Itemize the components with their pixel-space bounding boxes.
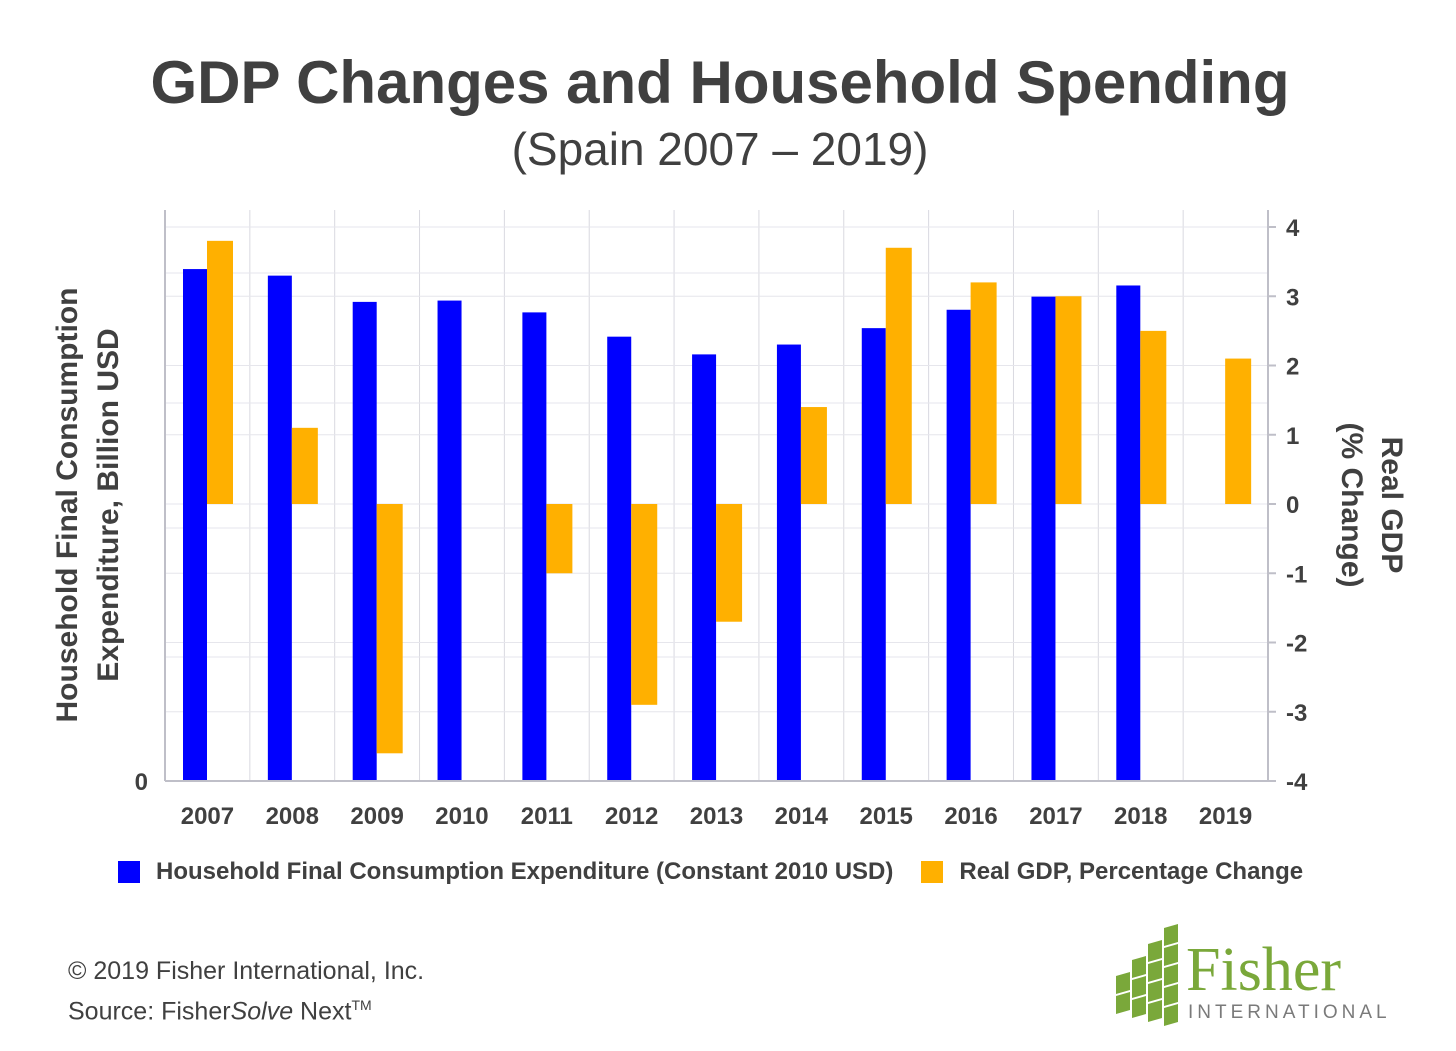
x-tick-label: 2008 [266, 803, 319, 830]
fisher-logo: Fisher INTERNATIONAL [1116, 924, 1391, 1026]
bar-gdp-2015 [885, 247, 912, 504]
x-tick-label: 2010 [435, 803, 488, 830]
chart-subtitle: (Spain 2007 – 2019) [511, 123, 929, 175]
bar-household-2009 [352, 301, 377, 781]
right-tick-label: 1 [1286, 423, 1299, 450]
bar-gdp-2013 [716, 504, 743, 622]
left-axis-label-line1: Household Final Consumption [51, 288, 84, 723]
bar-household-2018 [1116, 285, 1141, 781]
logo-sub: INTERNATIONAL [1188, 1002, 1391, 1023]
legend: Household Final Consumption Expenditure … [118, 858, 1303, 886]
legend-swatch-gdp [921, 861, 944, 883]
bar-gdp-2019 [1225, 358, 1252, 504]
right-axis-label-line1: Real GDP [1375, 437, 1408, 574]
bar-household-2017 [1031, 296, 1056, 781]
legend-label-household: Household Final Consumption Expenditure … [156, 858, 894, 885]
source-italic: Solve [230, 997, 294, 1026]
bar-gdp-2016 [970, 282, 997, 504]
right-tick-label: -4 [1286, 769, 1308, 796]
x-tick-label: 2013 [690, 803, 743, 830]
right-tick-label: -3 [1286, 700, 1307, 727]
x-tick-label: 2015 [859, 803, 912, 830]
x-tick-label: 2019 [1199, 803, 1252, 830]
x-tick-label: 2018 [1114, 803, 1167, 830]
tick-labels: 2007 2008 2009 2010 2011 2012 2013 2014 2015 2016… [135, 215, 1308, 830]
legend-item-gdp[interactable]: Real GDP, Percentage Change [921, 858, 1303, 886]
source-text: Source: FisherSolve NextTM [68, 988, 424, 1028]
x-tick-label: 2016 [944, 803, 997, 830]
x-tick-label: 2007 [181, 803, 234, 830]
axes [164, 210, 1276, 782]
right-axis-label-line2: (% Change) [1335, 423, 1368, 588]
left-axis-label-line2: Expenditure, Billion USD [92, 328, 125, 681]
copyright-text: © 2019 Fisher International, Inc. [68, 957, 425, 985]
right-tick-label: 2 [1286, 354, 1299, 381]
bar-household-2011 [522, 312, 547, 781]
right-tick-label: 3 [1286, 284, 1299, 311]
bar-household-2013 [692, 354, 717, 781]
x-tick-label: 2011 [521, 803, 573, 830]
left-tick-label: 0 [135, 769, 148, 796]
right-tick-label: -2 [1286, 631, 1307, 658]
x-tick-label: 2009 [350, 803, 403, 830]
x-tick-label: 2012 [605, 803, 658, 830]
chart-title: GDP Changes and Household Spending [150, 49, 1290, 116]
bar-household-2016 [946, 309, 971, 781]
bar-gdp-2018 [1140, 330, 1167, 504]
right-tick-label: 4 [1286, 215, 1300, 242]
grid-lines [164, 210, 1269, 782]
bar-gdp-2009 [376, 504, 403, 754]
bars [183, 240, 1252, 781]
bar-gdp-2017 [1055, 296, 1082, 504]
source-suffix: Next [293, 997, 352, 1026]
legend-item-household[interactable]: Household Final Consumption Expenditure … [118, 858, 893, 886]
legend-swatch-household [118, 861, 140, 883]
x-tick-label: 2014 [775, 803, 829, 830]
logo-grid-icon [1116, 924, 1178, 1026]
bar-gdp-2011 [546, 504, 573, 574]
bar-gdp-2014 [800, 407, 827, 504]
bar-household-2015 [861, 328, 886, 781]
source-prefix: Source: Fisher [68, 997, 231, 1026]
bar-household-2012 [607, 336, 632, 781]
logo-name: Fisher [1186, 936, 1341, 1004]
bar-household-2008 [267, 275, 292, 781]
trademark-mark: TM [351, 997, 372, 1013]
right-tick-label: 0 [1286, 492, 1299, 519]
bar-gdp-2012 [631, 504, 658, 705]
x-tick-label: 2017 [1029, 803, 1082, 830]
bar-household-2014 [776, 344, 801, 781]
legend-label-gdp: Real GDP, Percentage Change [959, 858, 1304, 885]
footer: © 2019 Fisher International, Inc. Source… [68, 954, 424, 1028]
bar-gdp-2008 [291, 427, 318, 504]
bar-household-2007 [183, 269, 207, 781]
bar-household-2010 [437, 300, 462, 781]
bar-gdp-2007 [207, 240, 233, 504]
right-tick-label: -1 [1286, 561, 1307, 588]
